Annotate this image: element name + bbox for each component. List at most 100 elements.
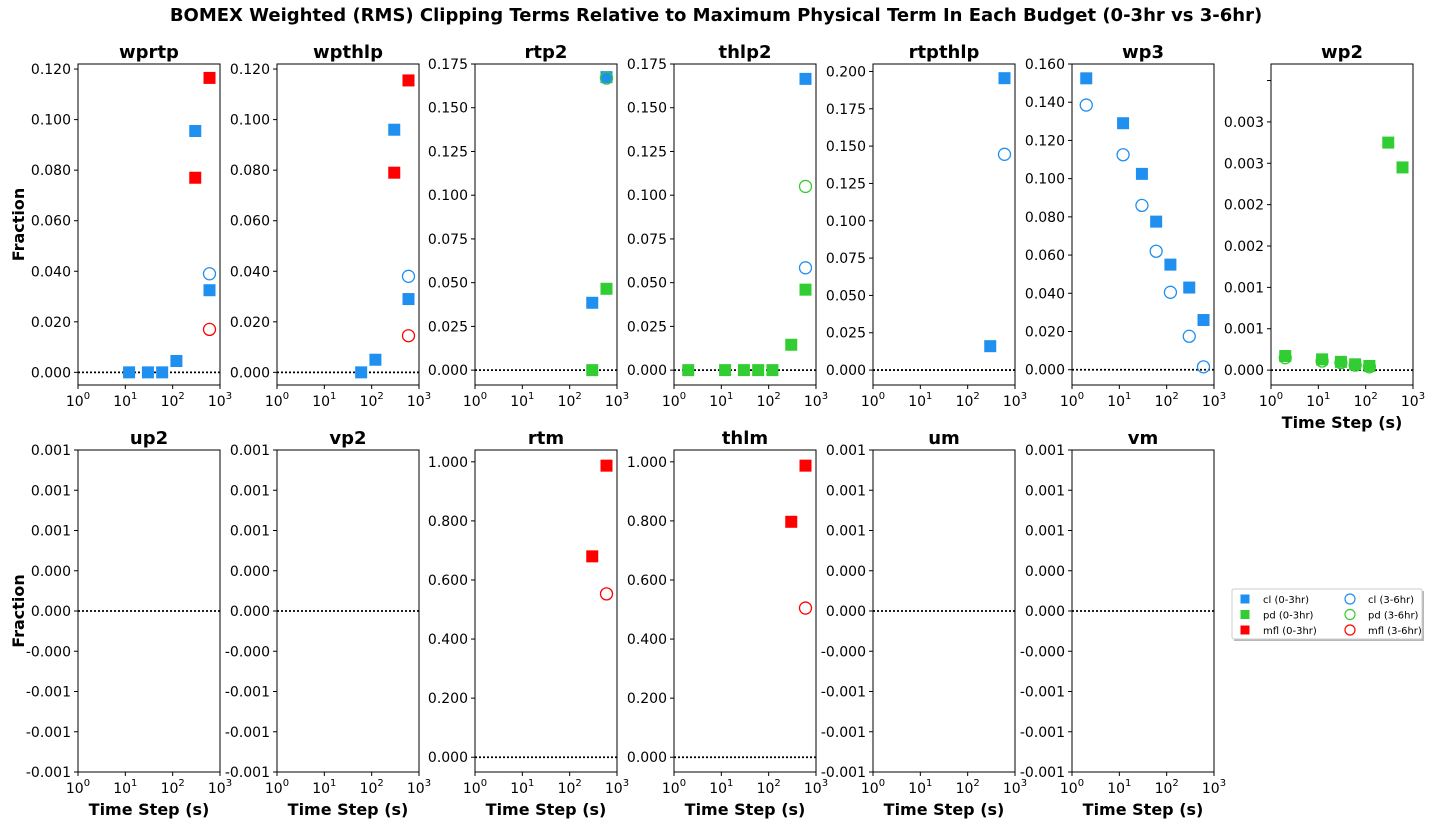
y-axis-label: Fraction xyxy=(9,188,28,262)
legend-marker-pd_0_3 xyxy=(1240,610,1250,619)
y-tick-label: 0.200 xyxy=(826,64,866,80)
axes-frame xyxy=(673,449,817,773)
data-point-pd_0_3 xyxy=(785,338,798,351)
x-tick-label: 101 xyxy=(510,778,534,797)
y-tick-label: 0.800 xyxy=(627,514,667,530)
data-point-pd_0_3 xyxy=(1334,355,1347,368)
data-point-cl_0_3 xyxy=(170,354,183,367)
data-point-pd_0_3 xyxy=(737,364,750,377)
legend-label-cl_0_3: cl (0-3hr) xyxy=(1263,595,1309,606)
y-tick-label: 0.120 xyxy=(31,62,71,78)
x-tick-label: 100 xyxy=(265,778,289,797)
data-point-cl_0_3 xyxy=(1197,314,1210,327)
data-point-cl_0_3 xyxy=(600,71,613,84)
y-tick-label: 0.100 xyxy=(826,214,866,230)
y-tick-label: 0.000 xyxy=(428,750,468,766)
legend-marker-cl_3_6 xyxy=(1344,593,1356,605)
data-point-mfl_0_3 xyxy=(203,71,216,84)
y-tick-label: 0.001 xyxy=(31,483,71,499)
panel-rtp2: rtp2 0.000 0.025 0.050 0.075 0.100 0.125 0.150 0… xyxy=(428,42,629,410)
x-axis-label: Time Step (s) xyxy=(884,800,1005,819)
y-tick-label: 0.002 xyxy=(1224,198,1264,214)
legend-label-cl_3_6: cl (3-6hr) xyxy=(1368,595,1414,606)
panel-title: thlp2 xyxy=(719,42,772,63)
x-tick-label: 101 xyxy=(908,391,932,410)
data-point-pd_3_6 xyxy=(599,71,614,85)
y-tick-label: 0.600 xyxy=(428,573,468,589)
data-point-cl_0_3 xyxy=(799,72,812,85)
data-point-pd_3_6 xyxy=(1278,351,1292,365)
y-tick-label: -0.000 xyxy=(26,644,71,660)
axes-frame xyxy=(1071,63,1215,386)
data-point-cl_0_3 xyxy=(156,366,169,379)
y-tick-label: 0.000 xyxy=(428,363,468,379)
data-point-mfl_0_3 xyxy=(799,459,812,472)
y-tick-label: 0.120 xyxy=(1025,133,1065,149)
panel-vp2: vp2 -0.001 -0.001 -0.001 -0.000 0.000 0.000 0.0… xyxy=(225,428,431,819)
x-tick-label: 101 xyxy=(1107,778,1131,797)
y-tick-label: 0.025 xyxy=(627,319,667,335)
y-tick-label: 0.150 xyxy=(826,139,866,155)
y-tick-label: 0.000 xyxy=(627,750,667,766)
y-tick-label: 0.040 xyxy=(230,264,270,280)
data-point-pd_3_6 xyxy=(1362,360,1377,374)
panel-wp2: wp2 0.000 0.001 0.001 0.002 0.002 0.003 0.003 10… xyxy=(1224,42,1425,432)
x-tick-label: 102 xyxy=(161,391,185,410)
panel-title: wprtp xyxy=(119,42,179,63)
legend-label-pd_0_3: pd (0-3hr) xyxy=(1263,611,1314,622)
x-tick-label: 100 xyxy=(1060,391,1084,410)
y-tick-label: 0.003 xyxy=(1224,115,1264,131)
y-tick-label: 1.000 xyxy=(428,455,468,471)
data-point-cl_3_6 xyxy=(997,147,1012,161)
panel-title: rtm xyxy=(528,428,564,449)
x-tick-label: 102 xyxy=(757,778,781,797)
y-tick-label: 0.000 xyxy=(31,564,71,580)
y-tick-label: 0.150 xyxy=(428,101,468,117)
x-tick-label: 103 xyxy=(1202,391,1226,410)
data-point-pd_0_3 xyxy=(799,283,812,296)
axes-frame xyxy=(77,63,221,386)
x-tick-label: 103 xyxy=(1202,778,1226,797)
x-tick-label: 103 xyxy=(1003,391,1027,410)
y-tick-label: 0.001 xyxy=(1224,280,1264,296)
y-tick-label: 0.080 xyxy=(31,163,71,179)
legend-marker-mfl_3_6 xyxy=(1344,624,1356,636)
y-tick-label: 0.001 xyxy=(230,443,270,459)
x-tick-label: 100 xyxy=(861,778,885,797)
x-tick-label: 103 xyxy=(208,391,232,410)
x-tick-label: 102 xyxy=(956,778,980,797)
data-point-mfl_0_3 xyxy=(600,459,613,472)
legend-marker-pd_3_6 xyxy=(1344,608,1356,621)
axes-frame xyxy=(474,449,618,773)
y-tick-label: 0.060 xyxy=(31,214,71,230)
panel-title: um xyxy=(928,428,960,449)
x-tick-label: 100 xyxy=(265,391,289,410)
y-tick-label: 0.175 xyxy=(826,102,866,118)
x-tick-label: 101 xyxy=(113,391,137,410)
y-tick-label: 0.125 xyxy=(627,144,667,160)
y-tick-label: -0.001 xyxy=(1020,725,1065,741)
y-tick-label: -0.001 xyxy=(26,765,71,781)
panel-title: thlm xyxy=(722,428,768,449)
x-tick-label: 101 xyxy=(1306,391,1330,410)
y-tick-label: 0.175 xyxy=(428,57,468,73)
x-tick-label: 100 xyxy=(463,391,487,410)
x-tick-label: 100 xyxy=(66,778,90,797)
y-tick-label: -0.000 xyxy=(821,644,866,660)
y-tick-label: 0.003 xyxy=(1224,156,1264,172)
data-point-pd_0_3 xyxy=(752,364,765,377)
data-point-mfl_0_3 xyxy=(586,550,599,563)
y-tick-label: 0.020 xyxy=(230,315,270,331)
x-tick-label: 102 xyxy=(1155,391,1179,410)
data-point-cl_3_6 xyxy=(798,261,813,275)
x-tick-label: 102 xyxy=(1354,391,1378,410)
axes-frame xyxy=(1270,63,1414,386)
data-point-cl_0_3 xyxy=(1080,72,1093,85)
x-tick-label: 100 xyxy=(66,391,90,410)
panel-rtpthlp: rtpthlp 0.000 0.025 0.050 0.075 0.100 0.125 0.1… xyxy=(826,42,1027,410)
y-tick-label: 0.001 xyxy=(31,443,71,459)
axes-frame xyxy=(474,63,618,386)
data-point-cl_3_6 xyxy=(401,269,416,283)
data-point-cl_0_3 xyxy=(388,123,401,136)
y-tick-label: -0.001 xyxy=(26,725,71,741)
